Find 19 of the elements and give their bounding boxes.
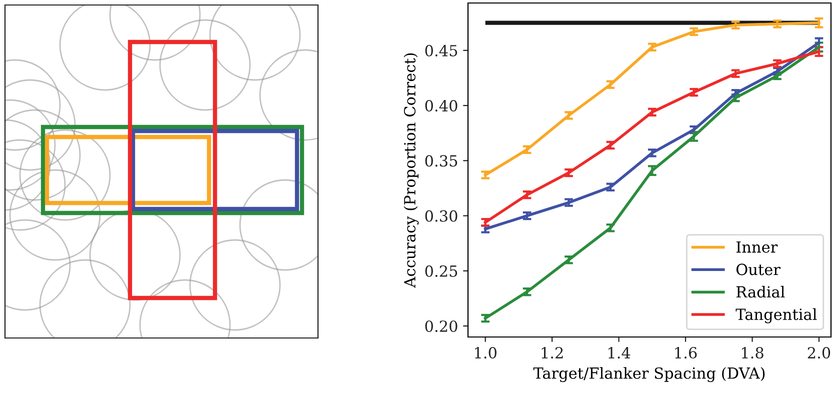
y-tick-label: 0.30 xyxy=(425,210,458,222)
x-tick-label: 1.8 xyxy=(742,346,764,359)
y-tick-label: 0.45 xyxy=(425,44,458,56)
y-axis-title: Accuracy (Proportion Correct) xyxy=(404,53,419,288)
y-tick-label: 0.40 xyxy=(425,100,458,112)
legend-label: Radial xyxy=(736,286,785,298)
x-axis-title: Target/Flanker Spacing (DVA) xyxy=(533,367,765,382)
x-tick-label: 2.0 xyxy=(808,346,830,359)
x-tick-label: 1.2 xyxy=(542,346,563,359)
legend-label: Inner xyxy=(736,241,778,253)
y-tick-label: 0.20 xyxy=(425,320,458,332)
legend-label: Tangential xyxy=(736,308,817,324)
x-tick-label: 1.0 xyxy=(475,346,496,359)
y-tick-label: 0.35 xyxy=(425,155,458,167)
legend-label: Outer xyxy=(736,264,780,276)
line-series xyxy=(484,21,820,176)
y-tick-label: 0.25 xyxy=(425,265,458,277)
x-tick-label: 1.6 xyxy=(675,346,697,359)
x-tick-label: 1.4 xyxy=(608,346,630,359)
